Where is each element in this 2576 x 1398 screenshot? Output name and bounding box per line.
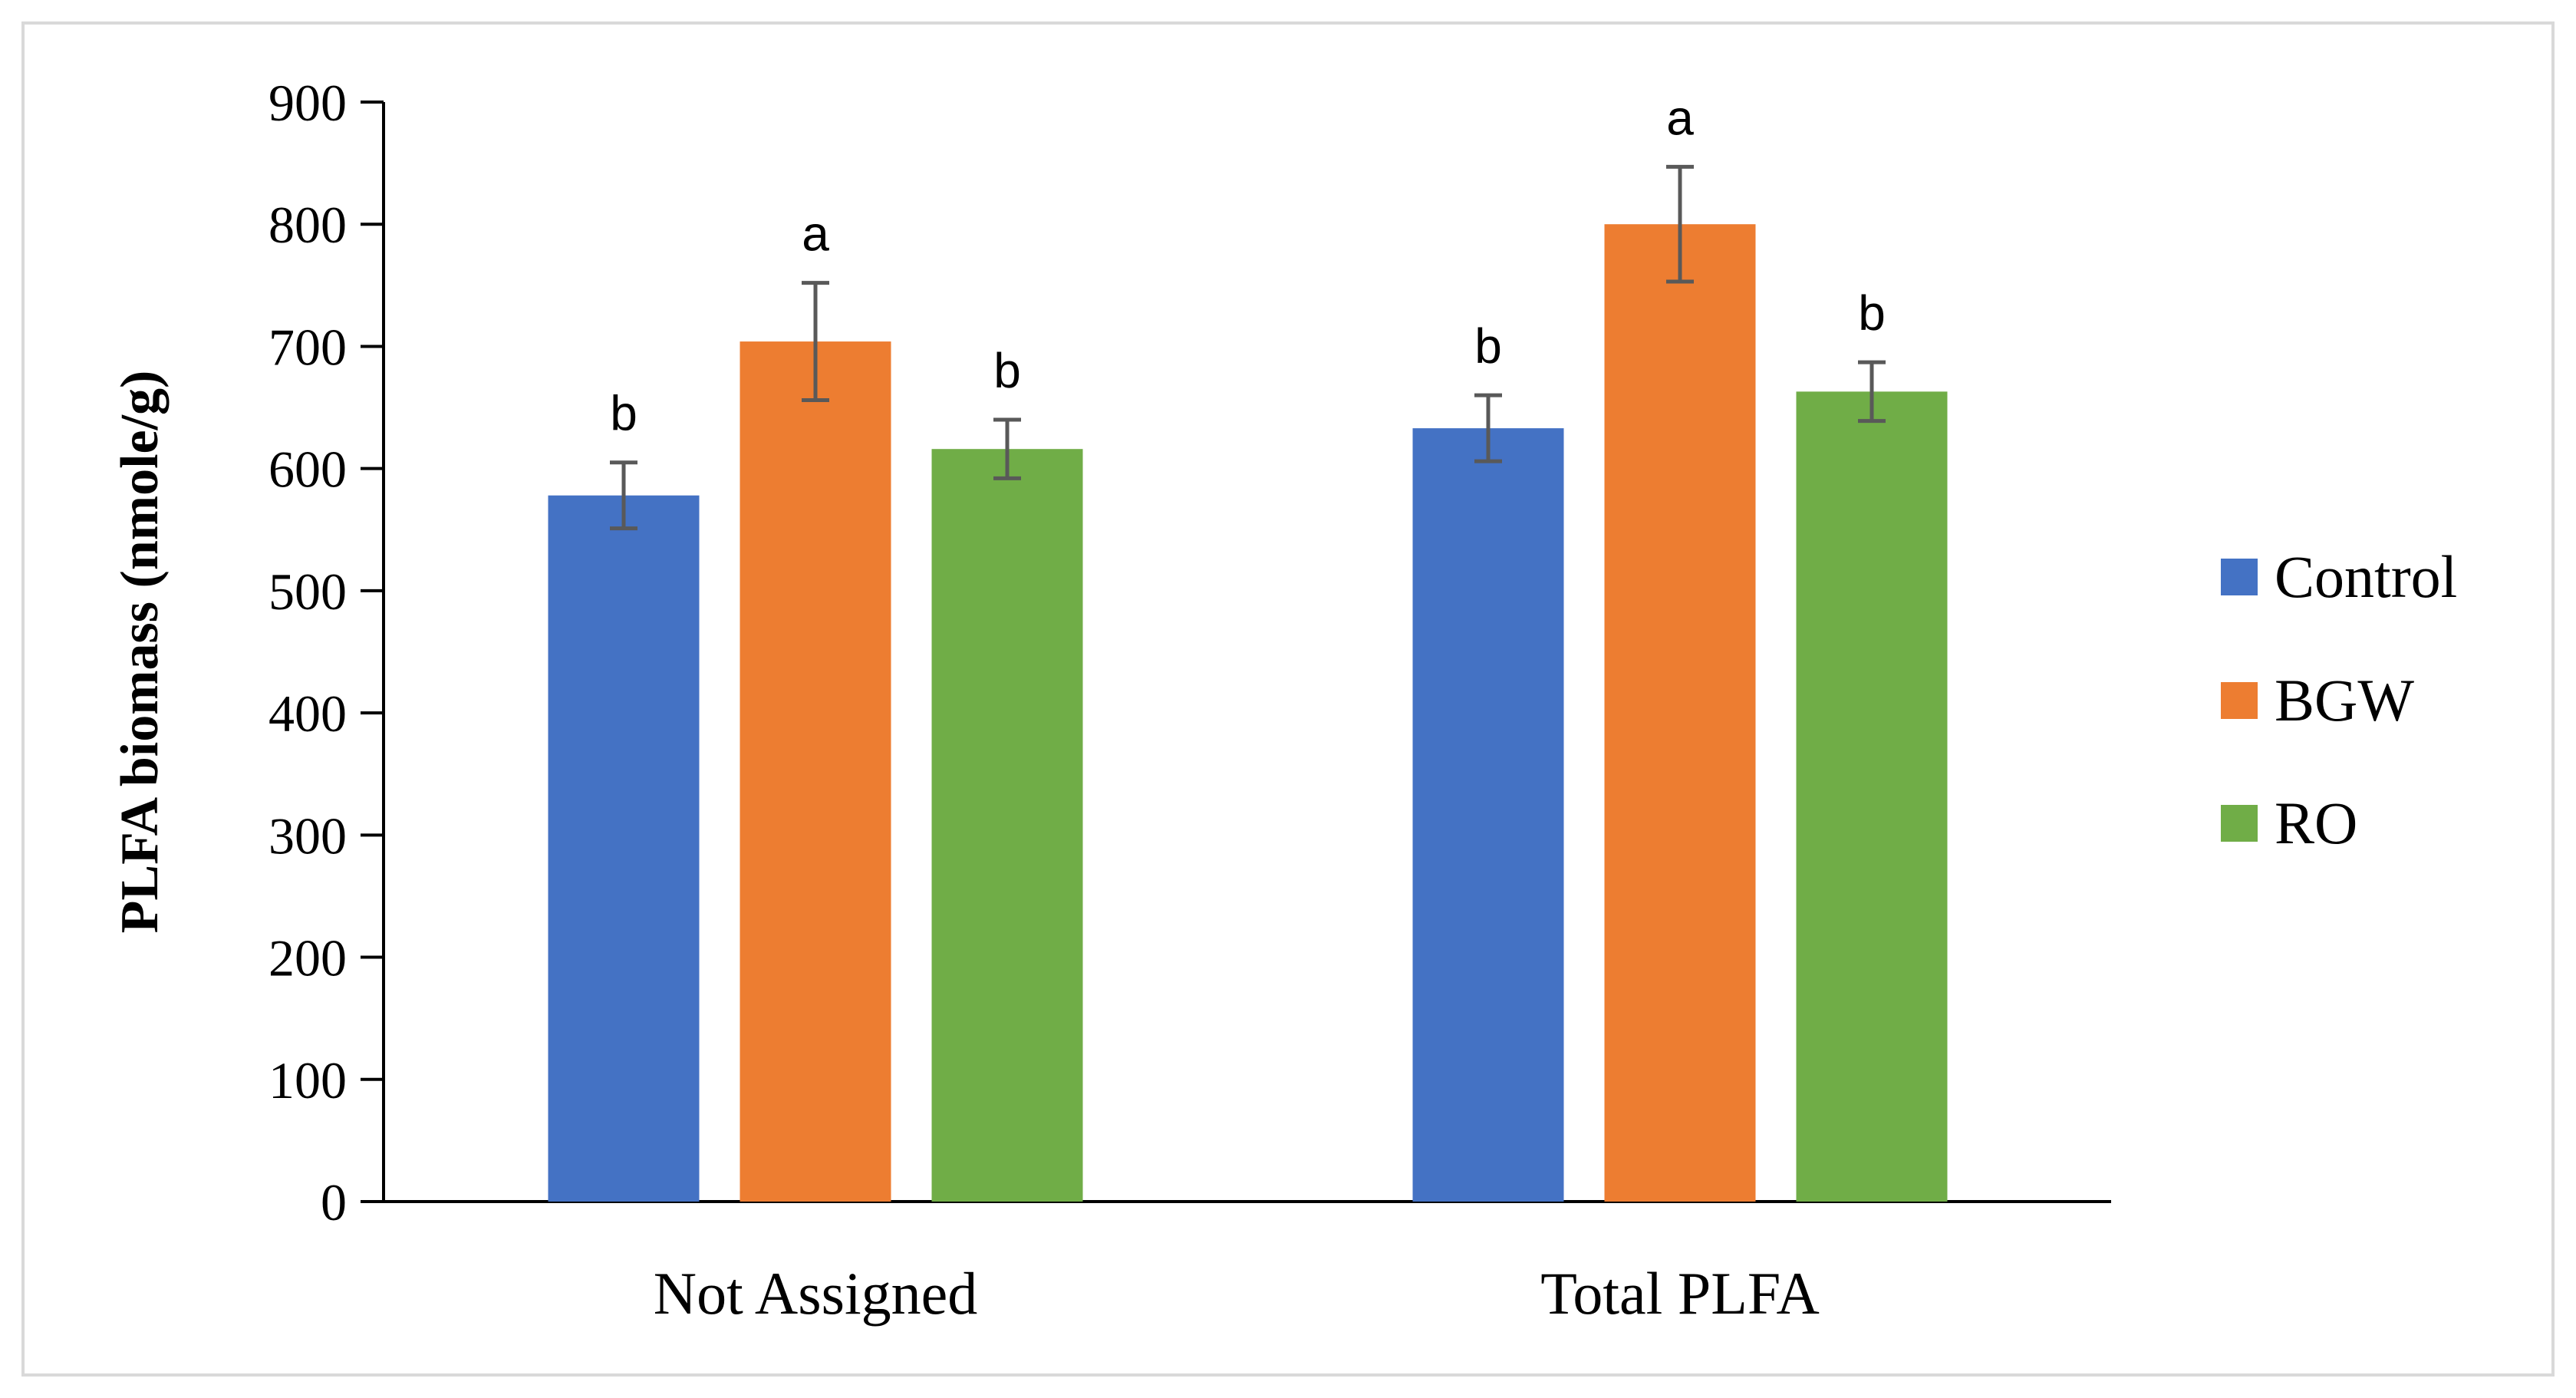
chart-frame <box>21 21 2555 1377</box>
legend-label: BGW <box>2275 667 2414 734</box>
legend-label: Control <box>2275 543 2457 610</box>
bar-ro-1 <box>1796 391 1948 1202</box>
y-tick-label: 0 <box>321 1173 347 1231</box>
significance-letter: b <box>1474 318 1502 374</box>
significance-letter: b <box>1858 285 1886 341</box>
y-tick-label: 800 <box>268 196 347 254</box>
bar-control-0 <box>548 495 700 1202</box>
y-axis-title: PLFA biomass (nmole/g) <box>110 371 170 934</box>
bar-bgw-0 <box>740 341 891 1202</box>
legend-swatch-ro <box>2221 805 2258 842</box>
y-tick-label: 300 <box>268 806 347 865</box>
significance-letter: a <box>802 206 829 262</box>
bar-ro-0 <box>931 449 1083 1202</box>
y-tick-label: 500 <box>268 562 347 621</box>
significance-letter: b <box>993 343 1021 398</box>
y-tick-label: 100 <box>268 1051 347 1109</box>
legend-swatch-bgw <box>2221 682 2258 719</box>
y-tick-label: 900 <box>268 74 347 132</box>
y-tick-label: 600 <box>268 440 347 499</box>
x-category-label: Not Assigned <box>654 1260 978 1327</box>
significance-letter: b <box>610 386 637 441</box>
significance-letter: a <box>1666 90 1694 145</box>
y-tick-label: 200 <box>268 929 347 988</box>
legend-swatch-control <box>2221 559 2258 595</box>
x-category-label: Total PLFA <box>1540 1260 1820 1327</box>
y-tick-label: 400 <box>268 684 347 743</box>
bar-bgw-1 <box>1604 224 1756 1202</box>
legend-label: RO <box>2275 790 2357 856</box>
y-tick-label: 700 <box>268 318 347 376</box>
bar-control-1 <box>1412 428 1564 1202</box>
